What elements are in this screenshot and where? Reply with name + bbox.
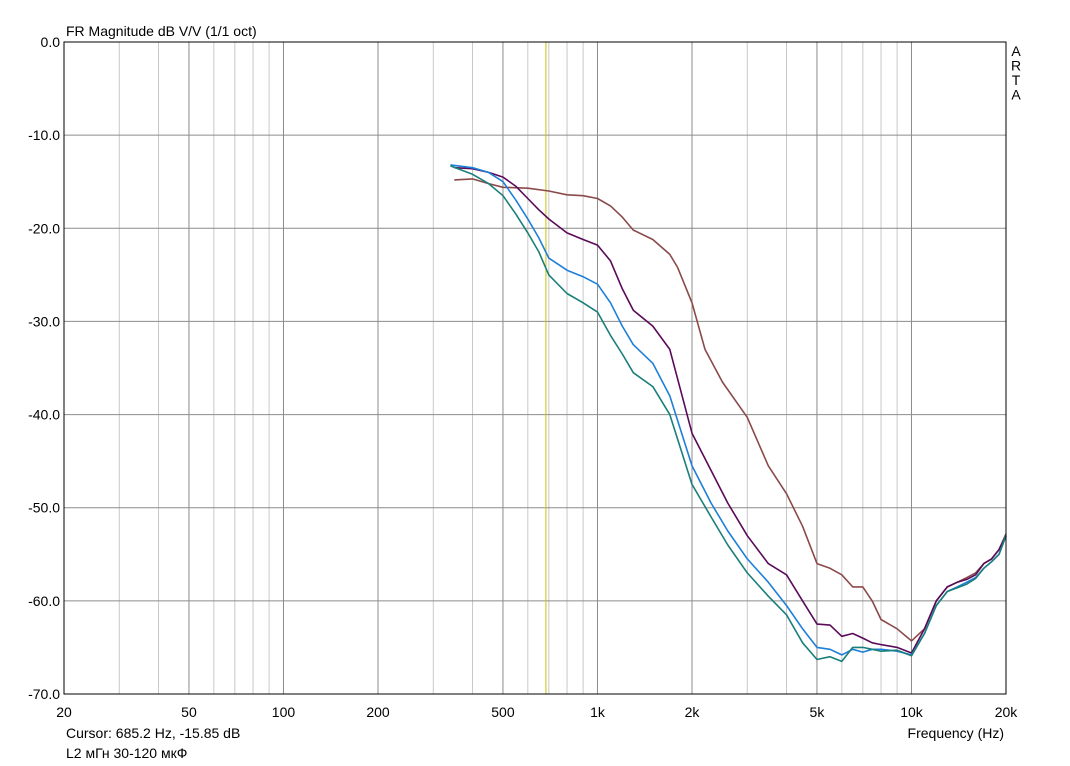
x-tick-label: 2k xyxy=(685,704,701,720)
y-tick-label: -50.0 xyxy=(28,500,60,516)
chart-title: FR Magnitude dB V/V (1/1 oct) xyxy=(66,23,257,39)
tick-labels: 20 50 100 200 500 1k 2k 5k 10k 20k 0.0 -10.0 -20.0 -3… xyxy=(28,34,1018,720)
x-axis-label: Frequency (Hz) xyxy=(908,725,1004,741)
watermark-letter: R xyxy=(1011,58,1021,74)
x-tick-label: 10k xyxy=(900,704,924,720)
series-layer xyxy=(450,164,1007,663)
series-line-2 xyxy=(454,166,1007,654)
x-tick-label: 200 xyxy=(366,704,390,720)
watermark-letter: T xyxy=(1012,72,1021,88)
series-line-4 xyxy=(450,165,1007,663)
watermark-letter: A xyxy=(1011,87,1021,103)
y-tick-label: -10.0 xyxy=(28,127,60,143)
x-tick-label: 500 xyxy=(491,704,515,720)
y-tick-label: -70.0 xyxy=(28,686,60,702)
x-tick-label: 20k xyxy=(995,704,1019,720)
x-tick-label: 1k xyxy=(590,704,606,720)
y-tick-label: 0.0 xyxy=(41,34,61,50)
y-tick-label: -30.0 xyxy=(28,313,60,329)
x-tick-label: 5k xyxy=(810,704,826,720)
minor-grid xyxy=(118,42,898,694)
chart-caption: L2 мГн 30-120 мкФ xyxy=(66,745,187,761)
watermark-letter: A xyxy=(1011,43,1021,59)
y-tick-label: -20.0 xyxy=(28,220,60,236)
plot-frame xyxy=(63,41,1007,695)
cursor-readout: Cursor: 685.2 Hz, -15.85 dB xyxy=(66,725,240,741)
x-tick-label: 20 xyxy=(56,704,72,720)
y-tick-label: -60.0 xyxy=(28,593,60,609)
y-tick-label: -40.0 xyxy=(28,407,60,423)
x-tick-label: 100 xyxy=(272,704,296,720)
x-tick-label: 50 xyxy=(181,704,197,720)
